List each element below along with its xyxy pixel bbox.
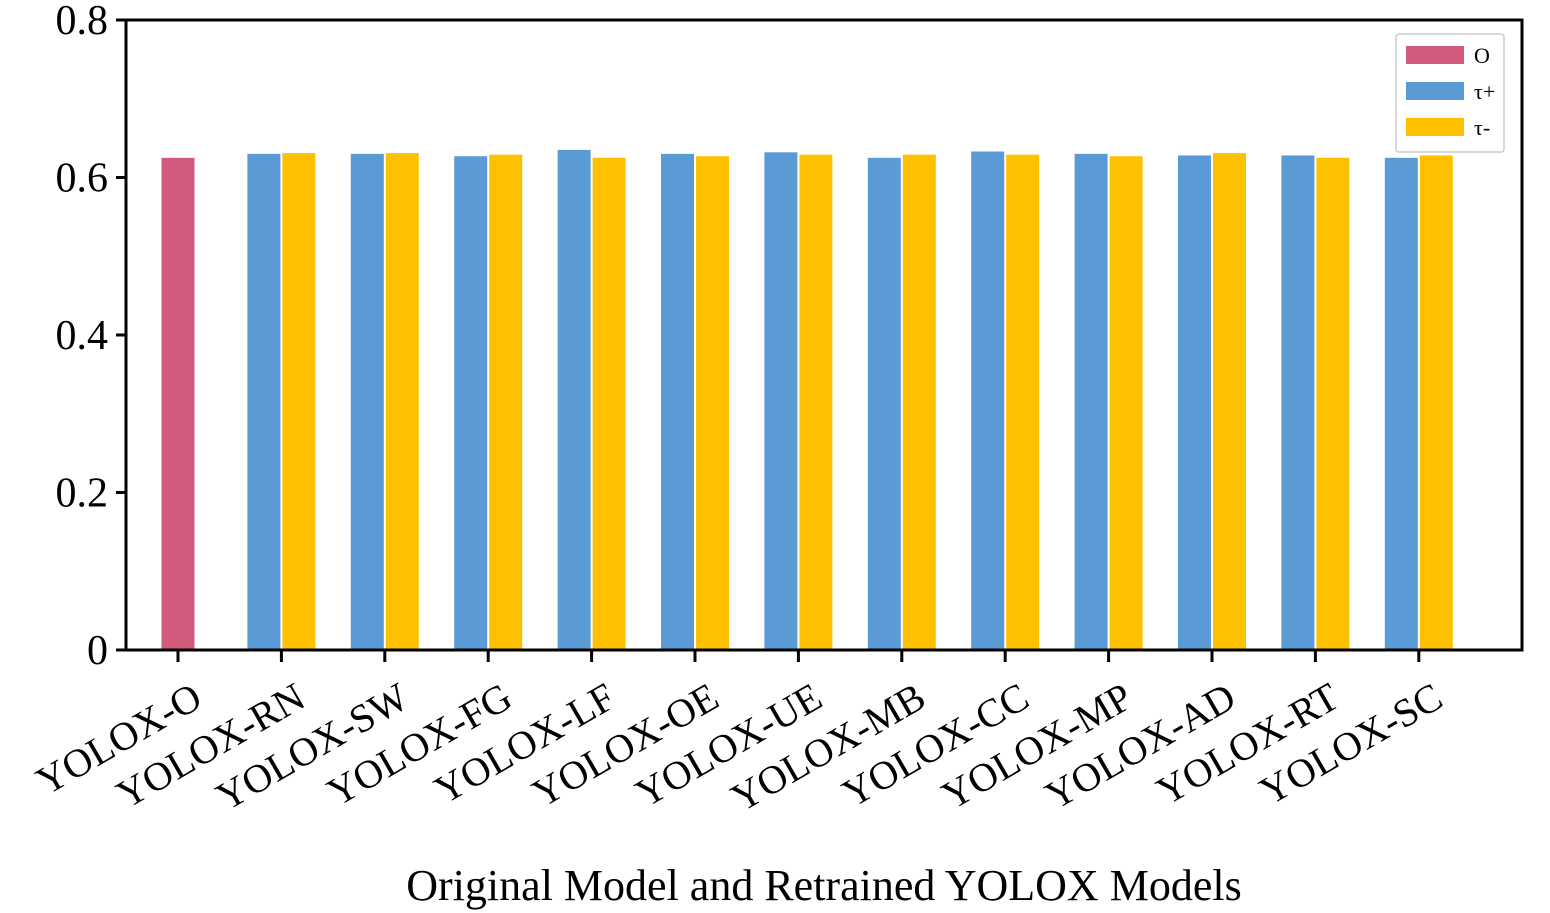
- legend-swatch: [1406, 82, 1464, 100]
- legend-label: τ+: [1474, 79, 1495, 104]
- bar-yolox-cc-series-3: [1006, 154, 1040, 650]
- bar-yolox-ad-series-3: [1213, 153, 1246, 650]
- bar-yolox-mb-series-2: [867, 157, 901, 650]
- bar-yolox-fg-series-2: [454, 156, 488, 651]
- bar-yolox-rn-series-2: [247, 153, 281, 650]
- bars-layer: [161, 149, 1453, 651]
- bar-yolox-ad-series-2: [1178, 155, 1211, 650]
- bar-yolox-sc-series-3: [1419, 155, 1453, 650]
- y-tick-label: 0.2: [56, 471, 109, 517]
- bar-yolox-sc-series-2: [1384, 157, 1418, 650]
- bar-yolox-ue-series-3: [799, 154, 833, 650]
- y-tick-label: 0.4: [56, 313, 109, 359]
- bar-yolox-rn-series-3: [282, 153, 316, 650]
- bar-yolox-mp-series-3: [1109, 156, 1143, 651]
- legend-swatch: [1406, 46, 1464, 64]
- bar-yolox-oe-series-2: [661, 153, 694, 650]
- legend-label: O: [1474, 43, 1490, 68]
- bar-yolox-o-series-1: [161, 157, 195, 650]
- y-tick-label: 0.8: [56, 0, 109, 44]
- bar-yolox-rt-series-3: [1316, 157, 1350, 650]
- bar-yolox-lf-series-3: [592, 157, 626, 650]
- bar-yolox-mb-series-3: [902, 154, 936, 650]
- bar-yolox-cc-series-2: [971, 151, 1005, 650]
- bar-yolox-mp-series-2: [1074, 153, 1108, 650]
- bar-yolox-sw-series-3: [385, 153, 419, 650]
- legend-label: τ-: [1474, 115, 1490, 140]
- y-tick-label: 0: [87, 628, 108, 674]
- legend-swatch: [1406, 118, 1464, 136]
- y-tick-label: 0.6: [56, 156, 109, 202]
- bar-yolox-rt-series-2: [1281, 155, 1315, 650]
- legend: Oτ+ τ-: [1395, 33, 1505, 153]
- bar-yolox-fg-series-3: [489, 154, 523, 650]
- bar-yolox-sw-series-2: [350, 153, 384, 650]
- bar-yolox-oe-series-3: [696, 156, 729, 651]
- bar-yolox-ue-series-2: [764, 152, 798, 651]
- x-axis-label: Original Model and Retrained YOLOX Model…: [406, 861, 1241, 910]
- bar-yolox-lf-series-2: [557, 149, 591, 650]
